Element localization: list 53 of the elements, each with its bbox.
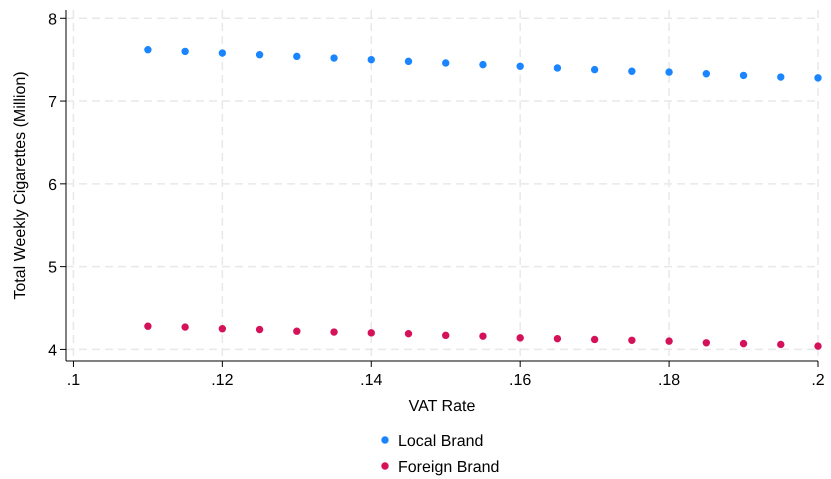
y-tick-label: 5 [48,260,58,277]
point [181,323,189,331]
point [702,70,710,78]
point [628,336,636,344]
y-tick-label: 8 [48,11,58,28]
point [516,334,524,342]
x-tick-label: .2 [811,372,825,389]
point [330,54,338,62]
point [740,72,748,80]
point [814,74,822,82]
point [665,337,673,345]
point [218,49,226,57]
point [665,68,673,76]
point [628,68,636,75]
point [814,342,822,350]
point [293,328,301,335]
legend-label: Foreign Brand [398,459,500,476]
x-tick-label: .14 [360,372,382,389]
y-axis-title: Total Weekly Cigarettes (Million) [12,71,29,300]
point [702,339,710,346]
point [777,73,784,81]
legend-label: Local Brand [398,433,484,450]
point [442,332,450,340]
x-tick-label: .18 [658,372,680,389]
x-tick-label: .16 [509,372,532,389]
point [516,62,524,70]
point [256,51,264,58]
point [479,60,487,68]
y-tick-label: 6 [48,176,58,194]
point [368,329,375,337]
point [404,58,412,66]
y-tick-label: 7 [48,94,58,112]
point [590,336,598,344]
point [144,46,152,54]
point [554,334,562,342]
point [777,340,784,348]
point [144,322,152,330]
point [590,66,598,74]
point [256,326,264,334]
x-axis-title: VAT Rate [408,398,476,415]
point [181,48,189,56]
point [218,325,226,332]
point [442,59,450,67]
point [479,332,487,340]
y-tick-label: 4 [48,342,58,360]
x-tick-label: .12 [211,372,234,389]
point [554,64,562,72]
point [740,340,748,348]
x-tick-label: .1 [66,372,80,389]
point [368,56,375,64]
point [293,52,301,60]
point [330,328,338,336]
point [404,330,412,338]
